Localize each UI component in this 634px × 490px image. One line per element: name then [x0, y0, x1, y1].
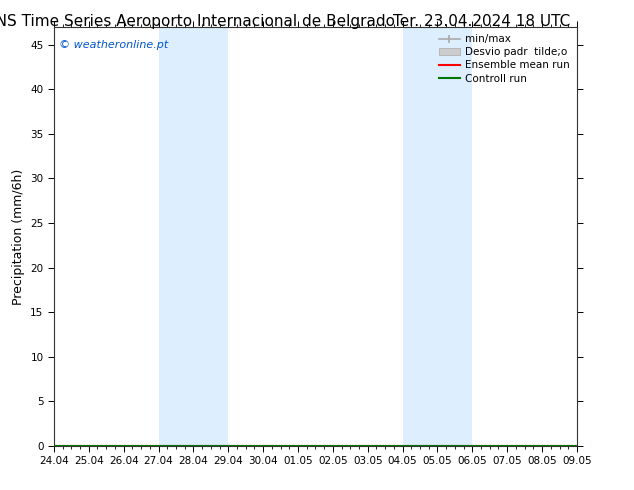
Bar: [403, 27, 472, 446]
Y-axis label: Precipitation (mm/6h): Precipitation (mm/6h): [11, 168, 25, 305]
Text: © weatheronline.pt: © weatheronline.pt: [59, 40, 169, 49]
Bar: [158, 27, 228, 446]
Legend: min/max, Desvio padr  tilde;o, Ensemble mean run, Controll run: min/max, Desvio padr tilde;o, Ensemble m…: [435, 30, 574, 88]
Text: Ter. 23.04.2024 18 UTC: Ter. 23.04.2024 18 UTC: [393, 14, 571, 29]
Text: ENS Time Series Aeroporto Internacional de Belgrado: ENS Time Series Aeroporto Internacional …: [0, 14, 395, 29]
